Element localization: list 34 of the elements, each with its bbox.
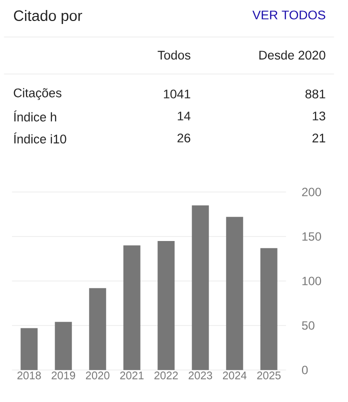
text: 1041 <box>164 90 190 98</box>
x-tick-label: 2024 <box>222 372 247 380</box>
y-tick-label: 100 <box>302 276 322 286</box>
text: 14 <box>178 112 190 120</box>
text: Índice i10 <box>14 132 66 144</box>
x-tick-label: 2019 <box>52 372 76 380</box>
y-tick-label: 150 <box>302 232 322 241</box>
text: 21 <box>312 134 326 142</box>
bar <box>226 216 244 370</box>
bar <box>89 288 106 370</box>
text: 26 <box>178 134 190 142</box>
text: Citações <box>14 88 62 100</box>
text: VER TODOS <box>252 10 326 20</box>
bar <box>158 240 175 370</box>
x-tick-label: 2022 <box>154 372 178 380</box>
bar <box>123 245 140 370</box>
text: Citado por <box>14 10 82 24</box>
bar <box>192 205 209 370</box>
bar <box>260 248 278 370</box>
y-tick-label: 50 <box>302 321 314 330</box>
y-tick-label: 200 <box>302 188 322 196</box>
y-tick-label: 0 <box>302 366 308 374</box>
x-tick-label: 2020 <box>86 372 110 380</box>
text: 13 <box>312 112 326 120</box>
x-tick-label: 2018 <box>17 372 41 380</box>
x-tick-label: 2021 <box>120 372 144 380</box>
x-tick-label: 2025 <box>257 372 281 380</box>
x-tick-label: 2023 <box>188 372 212 380</box>
text: Desde 2020 <box>259 50 326 60</box>
bar <box>20 328 38 370</box>
bar <box>54 322 72 370</box>
text: 881 <box>305 90 326 98</box>
text: Todos <box>158 50 190 60</box>
text: Índice h <box>14 110 56 122</box>
